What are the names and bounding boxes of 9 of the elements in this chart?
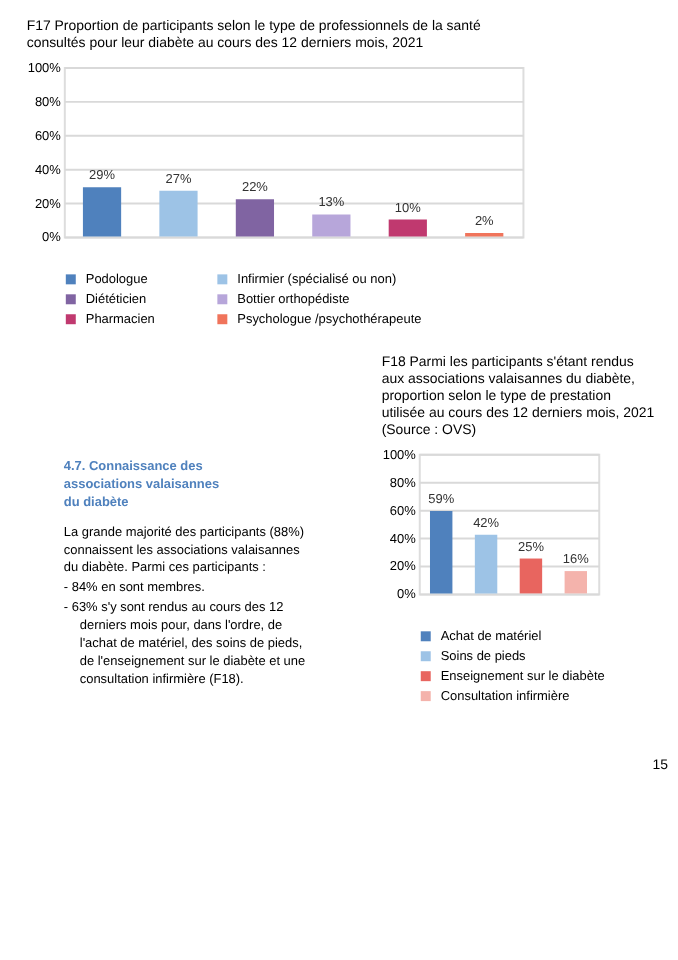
bar — [159, 190, 198, 237]
bar — [429, 511, 453, 594]
bar — [388, 219, 427, 237]
bar — [474, 534, 498, 594]
bar — [82, 187, 122, 237]
bar — [519, 558, 543, 594]
bar — [564, 571, 588, 594]
bar — [312, 214, 351, 237]
bar — [235, 199, 275, 237]
